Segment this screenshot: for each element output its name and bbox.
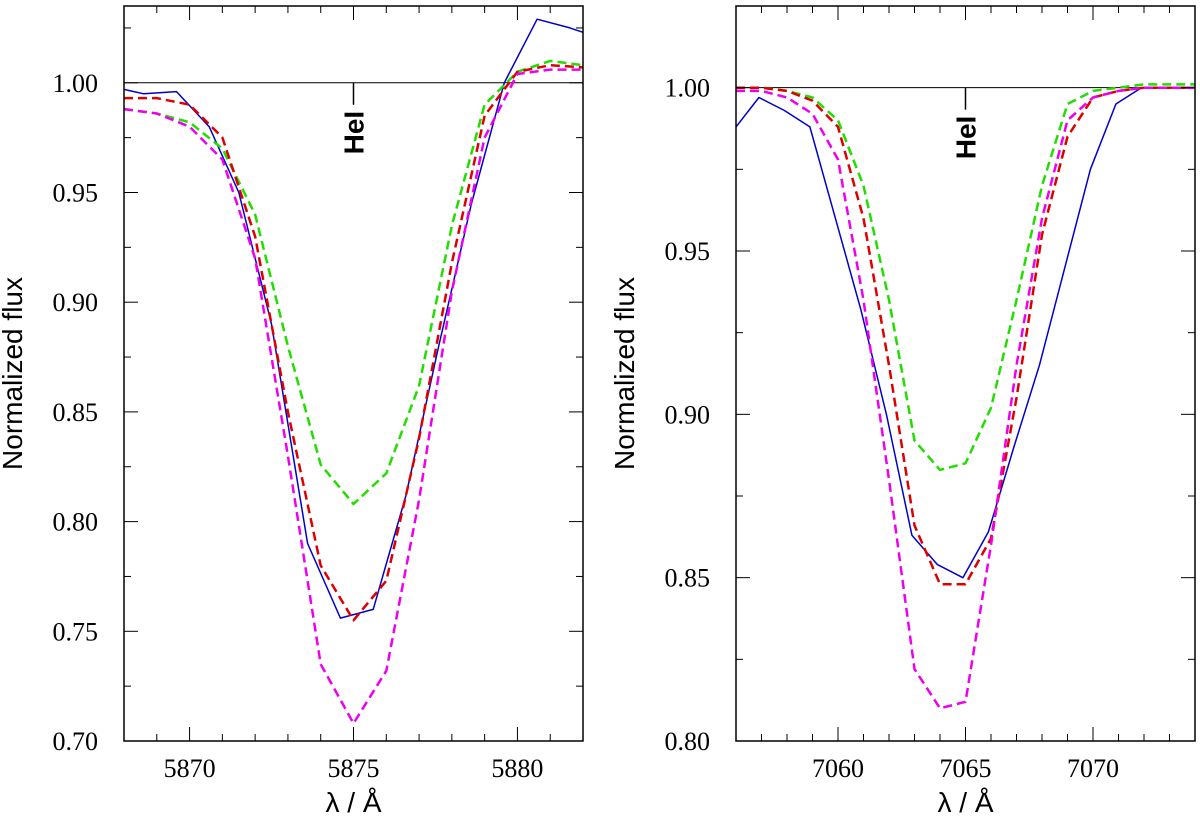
y-tick-label: 1.00: [53, 69, 99, 98]
y-axis-label: Normalized flux: [0, 277, 28, 470]
x-tick-label: 5875: [328, 754, 380, 783]
y-tick-label: 0.75: [53, 617, 99, 646]
series-model-green: [123, 59, 584, 506]
series-model-magenta: [736, 86, 1195, 710]
y-tick-label: 0.90: [665, 400, 711, 429]
y-tick-label: 0.90: [53, 288, 99, 317]
x-tick-label: 5870: [164, 754, 216, 783]
x-tick-label: 7060: [812, 754, 864, 783]
y-tick-label: 1.00: [665, 74, 711, 103]
y-axis-label: Normalized flux: [609, 277, 640, 470]
series-model-red: [736, 86, 1195, 586]
x-axis-label: λ / Å: [325, 787, 381, 818]
x-tick-label: 5880: [491, 754, 543, 783]
x-tick-label: 7070: [1067, 754, 1119, 783]
y-tick-label: 0.85: [53, 398, 99, 427]
y-tick-label: 0.85: [665, 564, 711, 593]
series-model-red: [124, 63, 584, 622]
chart-panel-right: HeI 7060 7065 7070 0.80 0.85 0.90 0.95 1.00 λ / Å…: [609, 5, 1196, 818]
chart-panel-left: HeI 5870 5875 5880 0.70 0.75 0.80 0.85 0.90 0.95 1…: [0, 5, 584, 818]
line-marker-label: HeI: [951, 116, 982, 160]
x-tick-label: 7065: [940, 754, 992, 783]
y-tick-label: 0.80: [665, 727, 711, 756]
y-tick-label: 0.95: [53, 178, 99, 207]
line-marker-label: HeI: [339, 111, 370, 155]
y-tick-label: 0.95: [665, 237, 711, 266]
series-model-magenta: [123, 68, 583, 725]
x-axis-label: λ / Å: [937, 787, 993, 818]
series-model-green: [736, 83, 1195, 472]
series-observed: [735, 86, 1195, 579]
y-tick-label: 0.80: [53, 508, 99, 537]
y-tick-label: 0.70: [53, 727, 99, 756]
